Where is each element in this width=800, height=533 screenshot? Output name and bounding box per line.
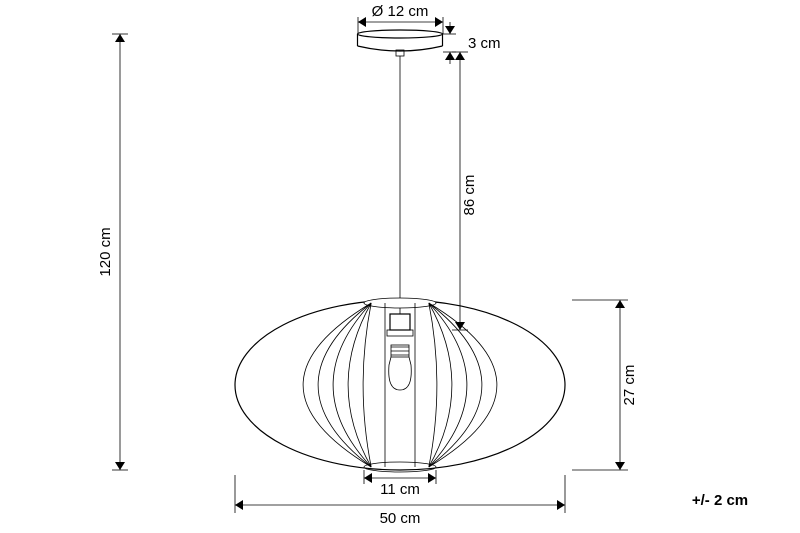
dim-cord-length-label: 86 cm (461, 175, 478, 216)
dim-canopy-height-label: 3 cm (468, 35, 501, 52)
dim-canopy-diameter-label: Ø 12 cm (372, 3, 429, 20)
dim-shade-height (572, 300, 628, 470)
dim-shade-height-label: 27 cm (621, 365, 638, 406)
tolerance-note: +/- 2 cm (692, 492, 748, 509)
dim-total-height (112, 34, 128, 470)
dim-total-height-label: 120 cm (97, 227, 114, 276)
lamp-shade (235, 298, 565, 472)
dim-shade-width-label: 50 cm (380, 510, 421, 527)
pendant-lamp (235, 30, 565, 472)
dim-ring-width-label: 11 cm (380, 481, 420, 498)
dim-canopy-height (443, 22, 456, 64)
